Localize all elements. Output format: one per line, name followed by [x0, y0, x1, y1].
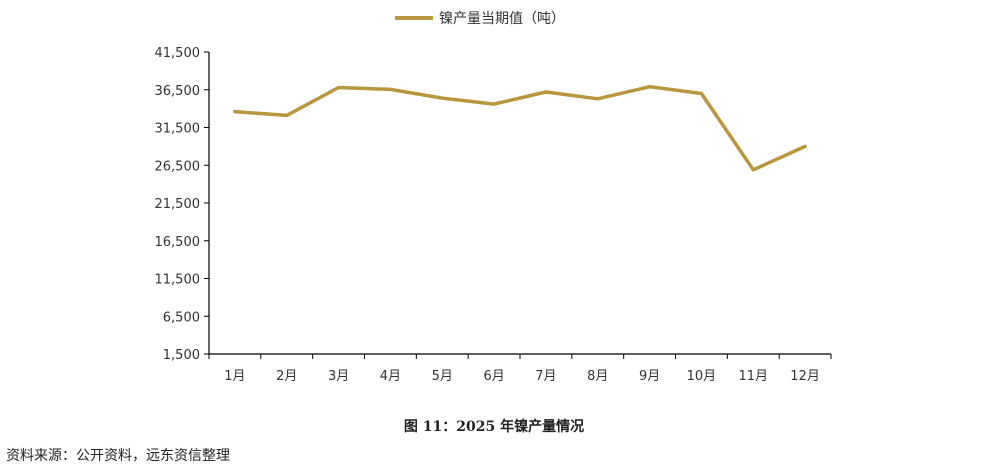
y-axis: 41,500 36,500 31,500 26,500 21,500 16,500 11,5… [155, 46, 210, 363]
y-tick-label: 36,500 [155, 84, 201, 99]
data-point [803, 144, 807, 148]
x-tick-label: 11月 [738, 369, 768, 384]
data-point [285, 113, 289, 117]
figure-caption: 图 11：2025 年镍产量情况 [403, 419, 585, 435]
data-point [388, 87, 392, 91]
data-point [337, 85, 341, 89]
series-line [233, 84, 807, 172]
data-point [699, 92, 703, 96]
data-point [544, 90, 548, 94]
y-tick-label: 16,500 [155, 235, 201, 250]
y-tick-label: 6,500 [163, 310, 200, 325]
data-point [440, 96, 444, 100]
series-layer [233, 84, 807, 172]
data-point [233, 110, 237, 114]
y-tick-label: 41,500 [155, 46, 201, 61]
x-tick-label: 10月 [687, 369, 717, 384]
y-tick-label: 21,500 [155, 197, 201, 212]
x-tick-label: 6月 [483, 369, 504, 384]
x-tick-label: 8月 [587, 369, 608, 384]
x-tick-label: 1月 [224, 369, 245, 384]
x-tick-label: 9月 [639, 369, 660, 384]
data-point [492, 102, 496, 106]
legend: 镍产量当期值（吨） [395, 11, 565, 27]
data-point [648, 85, 652, 89]
y-tick-label: 11,500 [155, 273, 201, 288]
x-tick-label: 4月 [380, 369, 401, 384]
x-tick-label: 2月 [276, 369, 297, 384]
y-tick-label: 31,500 [155, 122, 201, 137]
source-note: 资料来源：公开资料，远东资信整理 [6, 448, 230, 464]
x-tick-label: 3月 [328, 369, 349, 384]
data-point [596, 97, 600, 101]
x-axis: 1月 2月 3月 4月 5月 6月 7月 8月 9月 10月 11月 12月 [208, 353, 832, 384]
x-tick-label: 5月 [432, 369, 453, 384]
y-tick-label: 26,500 [155, 159, 201, 174]
x-tick-label: 7月 [535, 369, 556, 384]
legend-label: 镍产量当期值（吨） [439, 11, 565, 27]
y-tick-label: 1,500 [163, 348, 200, 363]
line-chart: 41,500 36,500 31,500 26,500 21,500 16,500 11,5… [155, 11, 832, 384]
x-tick-label: 12月 [790, 369, 820, 384]
data-point [751, 168, 755, 172]
